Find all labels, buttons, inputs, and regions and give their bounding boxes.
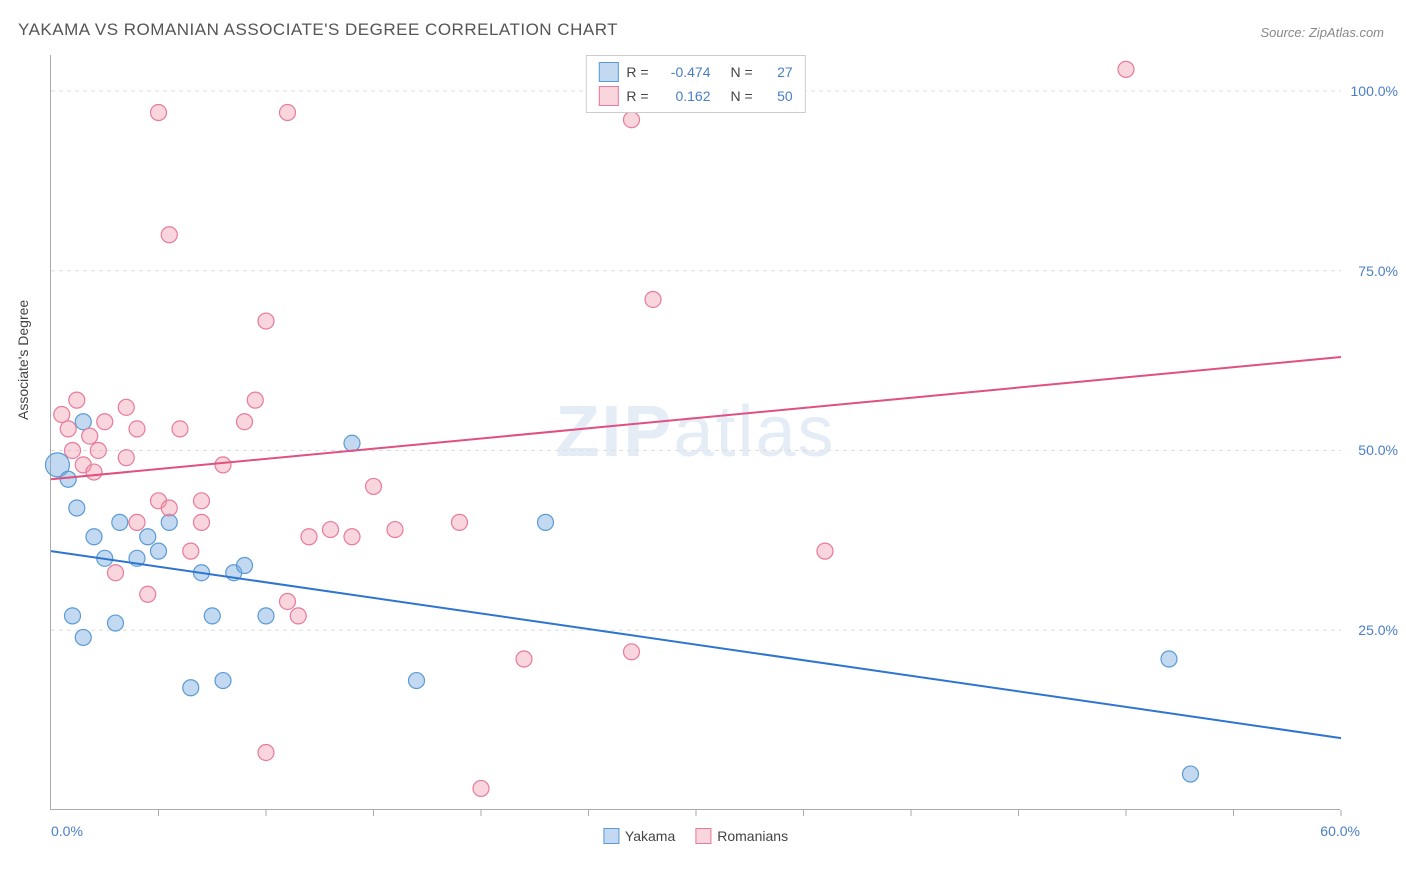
legend-r-label: R = xyxy=(626,64,648,80)
legend-swatch xyxy=(603,828,619,844)
legend-r-value: 0.162 xyxy=(661,88,711,104)
legend-swatch xyxy=(598,62,618,82)
plot-svg xyxy=(51,55,1340,809)
x-tick-label-max: 60.0% xyxy=(1320,823,1360,839)
y-tick-label: 75.0% xyxy=(1358,263,1398,279)
legend-correlation-row: R = -0.474 N = 27 xyxy=(598,62,792,82)
legend-n-value: 27 xyxy=(765,64,793,80)
source-label: Source: ZipAtlas.com xyxy=(1260,25,1384,40)
legend-r-label: R = xyxy=(626,88,648,104)
legend-correlation-row: R = 0.162 N = 50 xyxy=(598,86,792,106)
plot-area: ZIPatlas R =-0.474N =27R =0.162N =50 Yak… xyxy=(50,55,1340,810)
y-tick-label: 25.0% xyxy=(1358,622,1398,638)
legend-series-item: Yakama xyxy=(603,828,675,844)
y-tick-label: 50.0% xyxy=(1358,442,1398,458)
legend-n-label: N = xyxy=(731,64,753,80)
y-axis-label: Associate's Degree xyxy=(15,300,31,420)
legend-series-label: Romanians xyxy=(717,828,788,844)
chart-title: YAKAMA VS ROMANIAN ASSOCIATE'S DEGREE CO… xyxy=(18,20,618,40)
legend-series-label: Yakama xyxy=(625,828,675,844)
chart-container: YAKAMA VS ROMANIAN ASSOCIATE'S DEGREE CO… xyxy=(0,0,1406,892)
legend-n-label: N = xyxy=(731,88,753,104)
legend-correlation: R = -0.474 N = 27 R = 0.162 N = 50 xyxy=(585,55,805,113)
legend-r-value: -0.474 xyxy=(661,64,711,80)
x-tick-label-min: 0.0% xyxy=(51,823,83,839)
legend-series-item: Romanians xyxy=(695,828,788,844)
y-tick-label: 100.0% xyxy=(1351,83,1398,99)
legend-n-value: 50 xyxy=(765,88,793,104)
legend-swatch xyxy=(598,86,618,106)
legend-swatch xyxy=(695,828,711,844)
legend-series: Yakama Romanians xyxy=(603,828,788,844)
